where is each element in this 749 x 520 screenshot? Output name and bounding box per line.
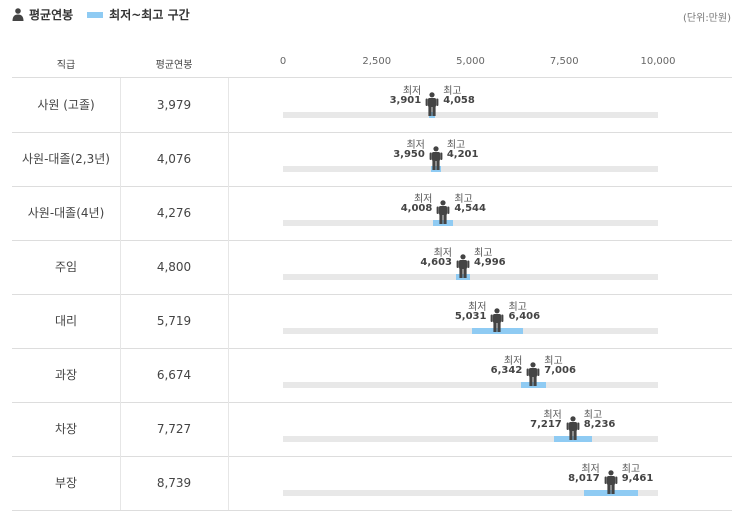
min-caption: 최저 <box>413 194 433 205</box>
max-value-label: 7,006 <box>544 365 576 376</box>
axis-tick-label: 10,000 <box>640 56 676 67</box>
max-value-label: 4,544 <box>454 203 486 214</box>
range-bar <box>553 436 592 442</box>
avg-person-icon <box>491 308 504 332</box>
avg-salary-cell: 5,719 <box>120 294 229 348</box>
rank-cell: 부장 <box>12 456 121 510</box>
max-caption: 최고 <box>443 86 462 97</box>
legend-range-swatch <box>87 11 104 18</box>
range-track <box>283 112 658 118</box>
column-header-avg: 평균연봉 <box>155 60 193 71</box>
range-bar <box>583 490 638 496</box>
avg-salary-cell: 8,739 <box>120 456 229 510</box>
table-row: 차장 7,727 최저 7,217 최고 8,236 <box>12 402 732 457</box>
rank-cell: 사원 (고졸) <box>12 78 121 132</box>
avg-person-icon <box>436 200 450 224</box>
avg-person-icon <box>425 92 439 116</box>
min-value-label: 6,342 <box>490 365 523 376</box>
avg-person-icon <box>526 362 540 386</box>
table-row: 대리 5,719 최저 5,031 최고 6,406 <box>12 294 732 349</box>
min-caption: 최저 <box>581 464 600 475</box>
min-caption: 최저 <box>433 248 452 259</box>
range-track <box>283 166 658 172</box>
range-track <box>283 274 658 280</box>
max-value-label: 6,406 <box>508 311 541 322</box>
table-header: 직급 평균연봉 0 2,500 5,000 7,500 10,000 <box>12 48 732 78</box>
max-value-label: 4,058 <box>443 95 475 106</box>
range-bar <box>455 274 471 280</box>
axis-tick-label: 5,000 <box>456 56 485 67</box>
rank-cell: 주임 <box>12 240 121 294</box>
max-caption: 최고 <box>446 140 466 151</box>
avg-person-icon <box>566 416 580 440</box>
min-value-label: 5,031 <box>454 311 487 322</box>
range-track <box>283 328 658 334</box>
max-caption: 최고 <box>544 356 563 367</box>
avg-salary-cell: 6,674 <box>120 348 229 402</box>
min-caption: 최저 <box>503 356 523 367</box>
max-caption: 최고 <box>583 410 603 421</box>
max-caption: 최고 <box>621 464 641 475</box>
unit-label: (단위:만원) <box>683 13 731 24</box>
table-row: 사원 (고졸) 3,979 최저 3,901 최고 4,058 <box>12 78 732 133</box>
range-bar <box>433 220 454 226</box>
range-track <box>283 436 658 442</box>
range-bar <box>471 328 524 334</box>
rank-cell: 과장 <box>12 348 121 402</box>
max-caption: 최고 <box>454 194 473 205</box>
min-caption: 최저 <box>406 140 425 151</box>
avg-salary-cell: 7,727 <box>120 402 229 456</box>
min-value-label: 8,017 <box>568 473 600 484</box>
min-caption: 최저 <box>402 86 422 97</box>
rank-cell: 대리 <box>12 294 121 348</box>
avg-salary-cell: 4,076 <box>120 132 229 186</box>
min-caption: 최저 <box>468 302 487 313</box>
axis-tick-label: 7,500 <box>549 56 579 67</box>
max-caption: 최고 <box>508 302 527 313</box>
table-row: 사원-대졸(2,3년) 4,076 최저 3,950 최고 4,201 <box>12 132 732 187</box>
min-value-label: 3,901 <box>389 95 422 106</box>
table-row: 사원-대졸(4년) 4,276 최저 4,008 최고 4,544 <box>12 186 732 241</box>
legend: 평균연봉 최저~최고 구간 <box>12 6 190 23</box>
range-bar <box>520 382 546 388</box>
max-value-label: 9,461 <box>621 473 654 484</box>
avg-salary-cell: 4,276 <box>120 186 229 240</box>
avg-person-icon <box>456 254 470 278</box>
person-icon <box>12 8 24 21</box>
range-track <box>283 220 658 226</box>
max-value-label: 4,201 <box>446 149 479 160</box>
min-value-label: 4,603 <box>420 257 452 268</box>
min-value-label: 4,008 <box>400 203 433 214</box>
max-value-label: 8,236 <box>583 419 616 430</box>
column-header-rank: 직급 <box>56 60 76 71</box>
min-value-label: 7,217 <box>530 419 562 430</box>
legend-avg-label: 평균연봉 <box>29 8 74 22</box>
table-row: 과장 6,674 최저 6,342 최고 7,006 <box>12 348 732 403</box>
axis-tick-label: 2,500 <box>362 56 392 67</box>
min-caption: 최저 <box>543 410 562 421</box>
avg-person-icon <box>604 470 618 494</box>
rank-cell: 사원-대졸(2,3년) <box>12 132 121 186</box>
range-track <box>283 490 658 496</box>
legend-range-label: 최저~최고 구간 <box>109 8 190 22</box>
min-value-label: 3,950 <box>393 149 425 160</box>
axis-tick-label: 0 <box>279 56 287 67</box>
table-row: 부장 8,739 최저 8,017 최고 9,461 <box>12 456 732 511</box>
range-bar <box>431 166 441 172</box>
avg-person-icon <box>429 146 443 170</box>
max-caption: 최고 <box>474 248 493 259</box>
range-track <box>283 382 658 388</box>
avg-salary-cell: 4,800 <box>120 240 229 294</box>
avg-salary-cell: 3,979 <box>120 78 229 132</box>
rank-cell: 차장 <box>12 402 121 456</box>
range-bar <box>429 112 436 118</box>
rank-cell: 사원-대졸(4년) <box>12 186 121 240</box>
table-row: 주임 4,800 최저 4,603 최고 4,996 <box>12 240 732 295</box>
max-value-label: 4,996 <box>474 257 506 268</box>
